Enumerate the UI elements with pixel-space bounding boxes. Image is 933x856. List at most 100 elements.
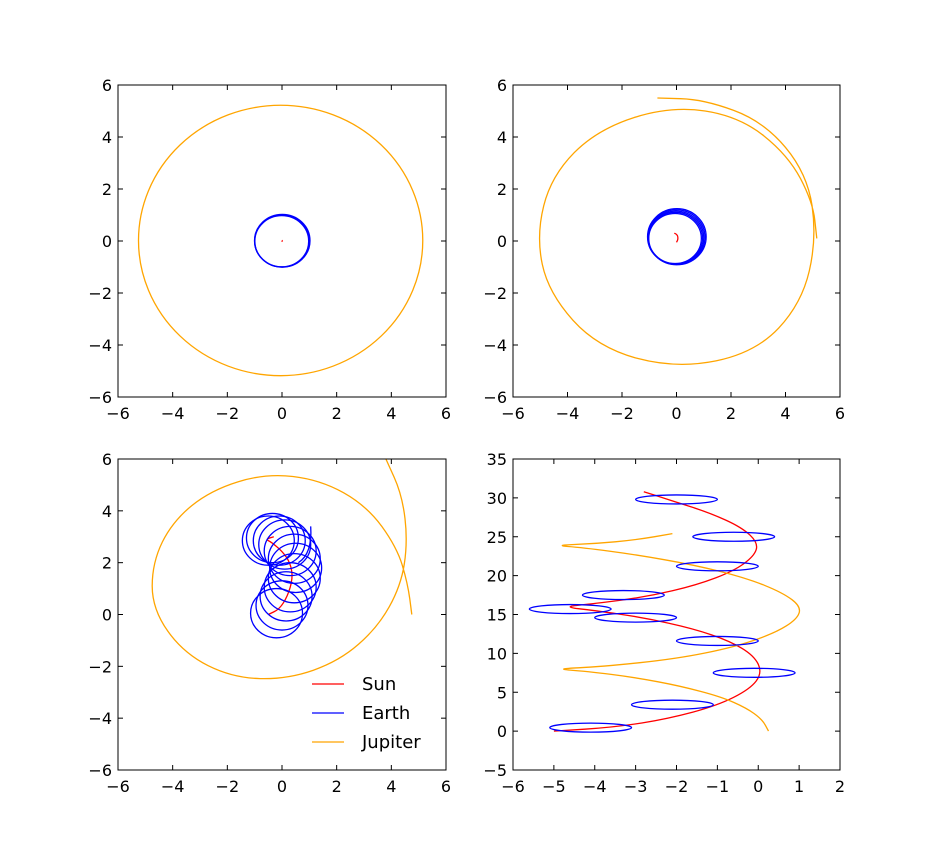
y-tick-label: 0 <box>102 232 112 251</box>
plot-area <box>528 491 801 733</box>
x-tick-label: −6 <box>106 404 130 423</box>
series-1-line <box>646 208 707 266</box>
series-2-line <box>712 667 796 678</box>
x-tick-label: −4 <box>161 404 185 423</box>
y-tick-label: 0 <box>497 722 507 741</box>
x-tick-label: 2 <box>332 777 342 796</box>
x-tick-label: 6 <box>835 404 845 423</box>
y-tick-label: −4 <box>483 336 507 355</box>
plot-area <box>137 104 424 377</box>
panel-top-left: −6 −4 −2 0 2 4 6 −6 −4 −2 0 2 4 6 <box>88 76 451 423</box>
x-tick-label: −6 <box>501 777 525 796</box>
series-0-line <box>553 491 761 732</box>
legend-label-sun: Sun <box>362 674 396 695</box>
x-tick-label: −5 <box>542 777 566 796</box>
panel-bottom-left: −6 −4 −2 0 2 4 6 −6 −4 −2 0 2 4 6 <box>88 450 451 796</box>
y-tick-label: −2 <box>88 284 112 303</box>
x-tick-label: −6 <box>106 777 130 796</box>
y-tick-label: −6 <box>88 761 112 780</box>
series-earth-line <box>252 515 306 566</box>
y-tick-label: −6 <box>88 388 112 407</box>
x-tick-label: −4 <box>161 777 185 796</box>
series-earth-line <box>258 519 312 570</box>
y-tick-label: 4 <box>102 128 112 147</box>
x-tick-label: −2 <box>216 777 240 796</box>
series-earth-line <box>267 552 321 604</box>
y-tick-label: 2 <box>497 180 507 199</box>
x-tick-label: 6 <box>441 404 451 423</box>
y-tick-label: 0 <box>497 232 507 251</box>
y-tick-label: 20 <box>487 567 507 586</box>
y-tick-label: 2 <box>102 554 112 573</box>
series-1-line <box>561 532 801 732</box>
y-tick-label: −4 <box>88 336 112 355</box>
x-tick-label: 0 <box>277 404 287 423</box>
x-tick-label: 4 <box>386 777 396 796</box>
series-2-line <box>675 561 759 572</box>
x-tick-label: −3 <box>624 777 648 796</box>
plot-area <box>151 459 413 680</box>
y-tick-label: 15 <box>487 606 507 625</box>
x-tick-label: 4 <box>780 404 790 423</box>
y-tick-label: −5 <box>483 761 507 780</box>
y-tick-label: −4 <box>88 709 112 728</box>
axes-frame <box>512 458 841 771</box>
y-tick-label: 10 <box>487 644 507 663</box>
y-tick-label: 35 <box>487 450 507 469</box>
series-2-line <box>549 722 633 733</box>
y-tick-label: 30 <box>487 489 507 508</box>
series-0-line <box>137 104 424 377</box>
x-tick-label: −4 <box>556 404 580 423</box>
series-sun-line <box>266 536 293 616</box>
series-earth-line <box>249 587 304 639</box>
series-earth-line <box>245 512 300 564</box>
legend: Sun Earth Jupiter <box>312 674 421 753</box>
plot-area <box>538 97 818 365</box>
series-2-line <box>692 531 776 542</box>
y-tick-label: −2 <box>483 284 507 303</box>
x-tick-label: −2 <box>216 404 240 423</box>
x-tick-label: 0 <box>277 777 287 796</box>
y-tick-label: 5 <box>497 683 507 702</box>
y-tick-label: 6 <box>102 76 112 95</box>
x-tick-label: 1 <box>794 777 804 796</box>
panel-top-right: −6 −4 −2 0 2 4 6 −6 −4 −2 0 2 4 6 <box>483 76 845 423</box>
y-tick-label: 0 <box>102 606 112 625</box>
x-tick-label: 4 <box>386 404 396 423</box>
series-2-line <box>594 612 678 623</box>
y-tick-label: −2 <box>88 657 112 676</box>
series-2-line <box>528 603 612 615</box>
y-tick-label: 6 <box>102 450 112 469</box>
y-tick-label: 25 <box>487 528 507 547</box>
x-tick-label: 2 <box>835 777 845 796</box>
y-tick-label: 6 <box>497 76 507 95</box>
y-tick-label: −6 <box>483 388 507 407</box>
x-tick-label: 6 <box>441 777 451 796</box>
series-jupiter-line <box>151 459 413 680</box>
x-tick-label: −2 <box>610 404 634 423</box>
y-tick-label: 4 <box>497 128 507 147</box>
series-2-line <box>581 589 665 601</box>
x-tick-label: 0 <box>671 404 681 423</box>
series-0-line <box>538 97 818 365</box>
series-earth-line <box>267 533 321 585</box>
y-tick-label: 2 <box>102 180 112 199</box>
series-2-line <box>634 494 719 505</box>
x-tick-label: 2 <box>332 404 342 423</box>
legend-label-earth: Earth <box>362 703 410 724</box>
x-tick-label: 2 <box>726 404 736 423</box>
series-2-line <box>674 232 679 243</box>
series-1-line <box>253 213 311 268</box>
series-earth-line <box>241 515 295 566</box>
x-tick-label: 0 <box>753 777 763 796</box>
y-tick-label: 4 <box>102 502 112 521</box>
x-tick-label: −2 <box>665 777 689 796</box>
series-2-line <box>675 635 759 647</box>
x-tick-label: −6 <box>501 404 525 423</box>
legend-label-jupiter: Jupiter <box>361 732 421 753</box>
x-tick-label: −1 <box>706 777 730 796</box>
series-2-line <box>630 699 714 710</box>
x-tick-label: −4 <box>583 777 607 796</box>
